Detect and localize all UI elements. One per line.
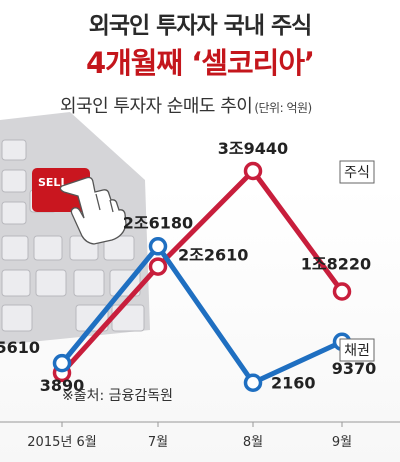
legend-box: [339, 338, 375, 362]
data-label: 2조2610: [178, 246, 248, 265]
subtitle-text: 외국인 투자자 순매도 추이: [60, 96, 253, 117]
series-line: [59, 243, 345, 386]
source-note: ※출처: 금융감독원: [62, 388, 174, 404]
hand-pointer-icon: [59, 176, 127, 245]
data-label: 2160: [271, 374, 316, 393]
data-label: 9370: [332, 359, 377, 378]
x-axis-ticks: 2015년 6월 7월 8월 9월: [27, 422, 352, 450]
data-label: 3조9440: [218, 139, 288, 158]
legend-label: 채권: [344, 343, 370, 359]
sell-key-label: SELL: [38, 176, 67, 189]
series-line: [59, 168, 345, 376]
data-label: 3890: [40, 376, 85, 395]
x-tick-label: 2015년 6월: [27, 435, 96, 450]
x-tick-label: 9월: [332, 435, 352, 450]
data-point: [148, 257, 168, 276]
x-tick-label: 7월: [148, 435, 168, 450]
data-point: [52, 353, 72, 373]
data-label: 1조8220: [301, 255, 371, 274]
legend-label: 주식: [344, 165, 370, 181]
keyboard-illustration: SELL: [0, 112, 150, 345]
legend-box: [339, 160, 375, 184]
data-point: [148, 237, 168, 256]
data-point: [243, 161, 263, 181]
data-point: [243, 373, 263, 392]
data-point: [332, 282, 352, 301]
headline-line-1: 외국인 투자자 국내 주식: [88, 13, 313, 39]
unit-label: (단위: 억원): [254, 101, 312, 115]
x-tick-label: 8월: [243, 435, 263, 450]
data-label: 2조6180: [123, 213, 193, 232]
chart-subtitle: 외국인 투자자 순매도 추이 (단위: 억원): [60, 92, 312, 118]
data-label: 5610: [0, 338, 40, 357]
headline-line-2: 4개월째 ‘셀코리아’: [85, 46, 315, 80]
